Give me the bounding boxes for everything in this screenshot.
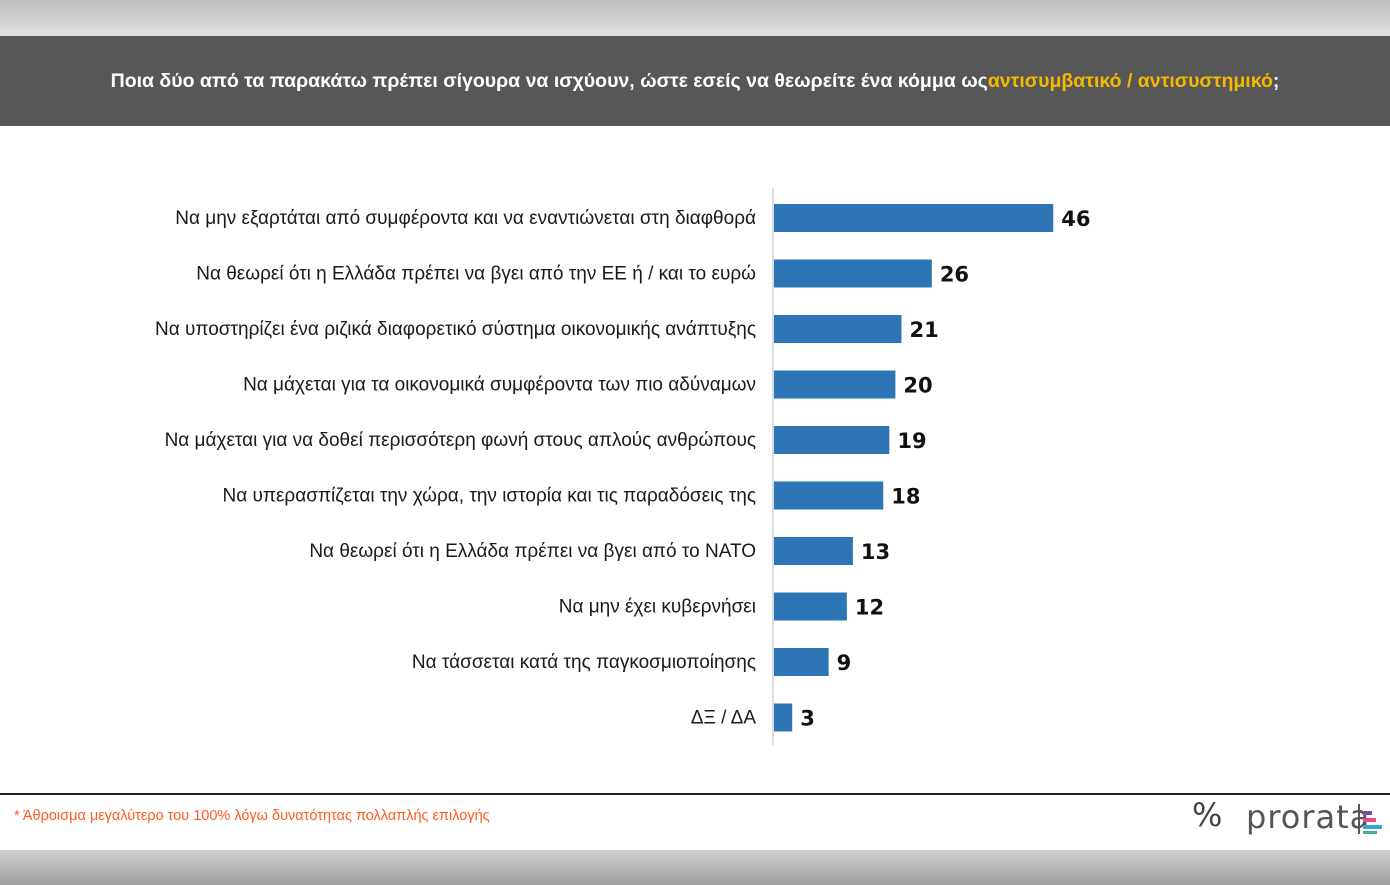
data-label: 19 [897,429,926,453]
bar [774,370,896,399]
bar-chart: Να μην εξαρτάται από συμφέροντα και να ε… [155,188,1090,745]
category-label: Να μάχεται για να δοθεί περισσότερη φωνή… [165,430,756,451]
data-label: 46 [1061,207,1090,231]
footnote: * Άθροισμα μεγαλύτερο του 100% λόγω δυνα… [14,808,490,824]
data-label: 18 [891,485,920,509]
category-label: Να μάχεται για τα οικονομικά συμφέροντα … [243,375,756,396]
bar [774,648,829,676]
data-label: 20 [903,374,932,398]
logo-wordmark: prorata [1246,798,1371,836]
category-label: Να θεωρεί ότι η Ελλάδα πρέπει να βγει απ… [196,264,756,285]
category-label: Να υποστηρίζει ένα ριζικά διαφορετικό σύ… [155,319,756,340]
data-label: 13 [861,540,890,564]
question-header: Ποια δύο από τα παρακάτω πρέπει σίγουρα … [0,36,1390,126]
question-text: Ποια δύο από τα παρακάτω πρέπει σίγουρα … [110,69,988,92]
bar [774,315,902,343]
category-label: Να υπερασπίζεται την χώρα, την ιστορία κ… [222,486,756,507]
bar [774,592,847,621]
category-label: Να θεωρεί ότι η Ελλάδα πρέπει να βγει απ… [309,541,756,562]
bar [774,537,853,565]
category-label: Να μην έχει κυβερνήσει [559,597,756,618]
category-label: Να τάσσεται κατά της παγκοσμιοποίησης [412,652,756,673]
category-label: ΔΞ / ΔΑ [691,708,757,729]
data-label: 26 [940,263,969,287]
data-label: 21 [909,318,938,342]
footer-divider [0,793,1390,795]
percent-logo-icon: % [1192,796,1223,834]
data-label: 9 [837,651,852,675]
bar [774,204,1054,232]
bar [774,481,884,510]
category-label: Να μην εξαρτάται από συμφέροντα και να ε… [175,208,756,229]
data-label: 3 [800,707,815,731]
bar [774,426,890,454]
bottom-shade [0,850,1390,885]
bar [774,259,932,288]
top-shade [0,0,1390,36]
bar [774,703,793,732]
prorata-logo: % prorata [1188,796,1388,842]
question-highlight: αντισυμβατικό / αντισυστημικό [987,69,1273,92]
data-label: 12 [855,596,884,620]
question-mark: ; [1272,69,1280,92]
logo-bars-icon [1358,804,1386,834]
